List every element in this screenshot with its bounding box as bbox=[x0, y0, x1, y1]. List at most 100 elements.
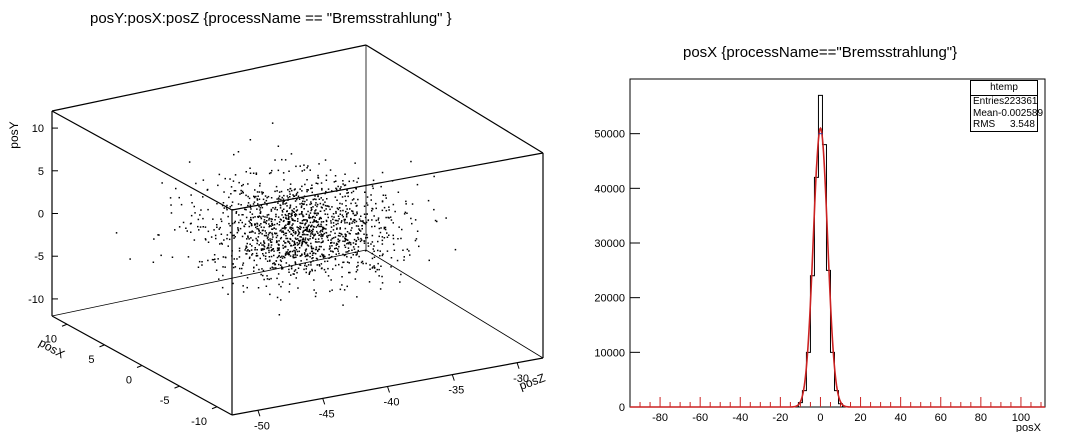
scatter-point bbox=[392, 234, 394, 237]
scatter-point bbox=[371, 210, 373, 212]
scatter-point bbox=[344, 238, 347, 240]
scatter-point bbox=[338, 218, 340, 220]
scatter-point bbox=[386, 232, 388, 234]
scatter-point bbox=[310, 209, 312, 212]
scatter-point bbox=[285, 217, 287, 220]
scatter-point bbox=[279, 256, 282, 258]
z-tick-label: -45 bbox=[319, 408, 335, 420]
stats-row-mean: Mean -0.002589 bbox=[971, 108, 1043, 120]
hist-x-tick-label: 0 bbox=[817, 412, 823, 424]
scatter-point bbox=[363, 242, 366, 244]
scatter-point bbox=[286, 218, 288, 220]
scatter-point bbox=[232, 266, 235, 269]
scatter-point bbox=[220, 233, 223, 235]
scatter-point bbox=[376, 268, 378, 271]
scatter-point bbox=[321, 255, 324, 257]
scatter-point bbox=[233, 234, 235, 237]
scatter-point bbox=[278, 240, 280, 242]
scatter-point bbox=[272, 207, 274, 209]
scatter-point bbox=[255, 226, 257, 229]
scatter-point bbox=[287, 213, 290, 215]
scatter-point bbox=[260, 205, 263, 207]
scatter-point bbox=[269, 231, 271, 234]
scatter-point bbox=[281, 267, 284, 270]
scatter-point bbox=[304, 255, 307, 258]
scatter-point bbox=[293, 189, 296, 191]
scatter-point bbox=[287, 189, 289, 191]
scatter-point bbox=[336, 243, 339, 245]
scatter-point bbox=[383, 226, 386, 229]
scatter-point bbox=[305, 250, 307, 252]
scatter-point bbox=[343, 289, 346, 291]
scatter-point bbox=[249, 167, 251, 169]
scatter-point bbox=[216, 224, 218, 226]
scatter-point bbox=[309, 216, 312, 219]
scatter-point bbox=[281, 255, 283, 257]
scatter-point bbox=[322, 221, 325, 223]
scatter-point bbox=[286, 223, 289, 225]
scatter-point bbox=[245, 245, 247, 247]
scatter-point bbox=[271, 223, 273, 225]
scatter-point bbox=[291, 189, 293, 192]
scatter-point bbox=[384, 226, 387, 229]
hist-y-tick-label: 30000 bbox=[594, 238, 625, 250]
scatter-point bbox=[258, 232, 260, 235]
scatter-point bbox=[234, 236, 236, 238]
scatter-point bbox=[249, 243, 251, 245]
y-tick-label: 5 bbox=[38, 166, 44, 178]
scatter-point bbox=[296, 209, 299, 211]
stats-value-mean: -0.002589 bbox=[998, 107, 1044, 119]
scatter-point bbox=[256, 199, 259, 201]
scatter-point bbox=[321, 187, 323, 190]
scatter-point bbox=[262, 254, 265, 257]
scatter-point bbox=[274, 232, 276, 234]
scatter-point bbox=[340, 221, 342, 224]
scatter-point bbox=[241, 185, 243, 187]
scatter-point bbox=[287, 217, 290, 219]
scatter-point bbox=[319, 231, 321, 233]
scatter-point bbox=[358, 228, 360, 230]
scatter-point bbox=[288, 271, 290, 273]
scatter-point bbox=[342, 183, 344, 185]
scatter-point bbox=[304, 223, 306, 225]
scatter-point bbox=[352, 212, 354, 215]
scatter-point bbox=[316, 205, 318, 208]
scatter-point bbox=[309, 203, 311, 206]
scatter-point bbox=[325, 190, 327, 193]
x-tick bbox=[61, 323, 68, 327]
scatter-point bbox=[348, 243, 350, 245]
scatter-point bbox=[284, 203, 286, 205]
scatter-point bbox=[357, 238, 360, 241]
scatter-point bbox=[332, 251, 334, 253]
scatter-point bbox=[202, 217, 204, 220]
scatter-point bbox=[257, 236, 260, 238]
scatter-point bbox=[324, 260, 326, 263]
scatter-point bbox=[355, 214, 357, 216]
scatter-point bbox=[351, 199, 354, 201]
scatter-point bbox=[280, 198, 282, 201]
scatter-point bbox=[161, 182, 163, 184]
scatter-point bbox=[288, 223, 291, 225]
scatter-point bbox=[210, 236, 213, 238]
scatter-point bbox=[297, 229, 299, 231]
scatter-point bbox=[292, 194, 294, 196]
scatter-point bbox=[307, 225, 309, 228]
scatter-point bbox=[297, 234, 299, 237]
scatter-point bbox=[239, 267, 241, 270]
scatter-point bbox=[266, 196, 268, 199]
scatter-point bbox=[292, 255, 294, 258]
scatter-point bbox=[290, 233, 293, 235]
scatter-point bbox=[369, 268, 371, 270]
scatter-point bbox=[215, 269, 218, 271]
scatter-point bbox=[331, 250, 334, 253]
scatter-point bbox=[280, 260, 283, 263]
scatter-point bbox=[317, 195, 319, 198]
scatter-point bbox=[238, 221, 240, 224]
scatter-point bbox=[375, 207, 377, 210]
scatter-point bbox=[253, 196, 256, 199]
scatter-point bbox=[340, 232, 342, 235]
scatter-point bbox=[267, 239, 270, 241]
scatter-point bbox=[346, 189, 348, 191]
scatter-point bbox=[205, 239, 207, 241]
scatter-point bbox=[306, 229, 308, 231]
